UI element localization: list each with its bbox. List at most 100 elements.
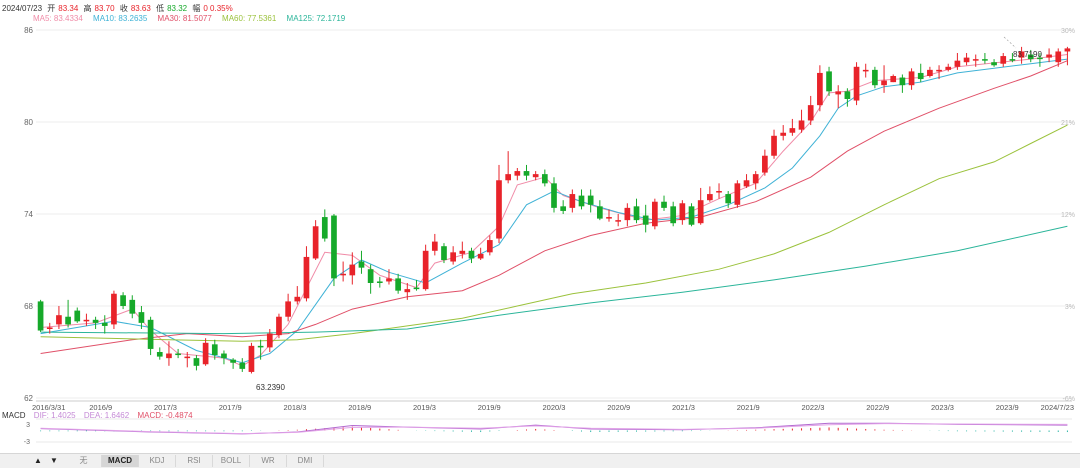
candle-body <box>541 174 548 184</box>
candle <box>331 214 337 287</box>
candle-body <box>46 327 53 329</box>
candle-body <box>954 60 961 67</box>
candle <box>661 195 667 211</box>
candle <box>954 53 961 70</box>
candle <box>890 74 897 83</box>
candle <box>386 269 392 285</box>
candle <box>826 66 832 96</box>
candle-body <box>963 57 970 63</box>
candle-body <box>1018 51 1025 58</box>
candle-body <box>652 201 658 227</box>
candle-body <box>230 359 236 363</box>
candle <box>404 283 411 300</box>
candle-body <box>927 69 933 76</box>
candle-body <box>257 345 264 348</box>
candle <box>541 169 548 187</box>
x-tick-label: 2019/3 <box>413 403 436 412</box>
candle-body <box>945 66 952 70</box>
candle <box>321 209 328 242</box>
candle-body <box>166 353 172 359</box>
candle <box>1055 48 1062 67</box>
candle <box>972 54 979 67</box>
candle-body <box>596 206 603 219</box>
candle <box>111 290 117 329</box>
scroll-down-button[interactable]: ▼ <box>50 456 58 465</box>
candle-body <box>321 217 328 239</box>
candle <box>707 186 713 202</box>
candle <box>771 129 777 159</box>
chart-grid <box>36 29 1072 402</box>
right-tick-label: 3% <box>1065 304 1075 311</box>
price-chart[interactable]: 86 80 74 68 62 30% 21% 12% 3% -6% 83.7190 63.2390… <box>0 0 1080 453</box>
candle <box>670 201 677 227</box>
tab-none[interactable]: 无 <box>66 455 102 467</box>
candle-body <box>340 273 346 276</box>
candle-body <box>193 358 200 366</box>
candle <box>230 358 236 369</box>
change-value: 0 0.35% <box>203 4 233 13</box>
ma125-legend: MA125: 72.1719 <box>286 14 346 23</box>
candle <box>37 299 44 333</box>
candle-body <box>395 278 401 291</box>
tab-kdj[interactable]: KDJ <box>139 455 176 467</box>
candle-body <box>917 72 924 80</box>
candle-body <box>523 171 530 176</box>
candle-body <box>569 194 576 208</box>
candle <box>633 198 640 224</box>
y-axis-labels: 86 80 74 68 62 <box>24 26 33 403</box>
candle <box>175 348 181 359</box>
candle <box>743 174 750 188</box>
candle <box>496 164 502 244</box>
candle <box>459 241 466 259</box>
candle-body <box>642 215 649 225</box>
candle-body <box>266 333 273 348</box>
candle <box>120 292 126 310</box>
right-tick-label: 21% <box>1061 120 1075 127</box>
candle <box>881 65 887 93</box>
candle-body <box>624 207 631 221</box>
candle <box>312 220 319 260</box>
right-axis-labels: 30% 21% 12% 3% -6% <box>1061 28 1075 403</box>
candle-body <box>587 195 594 205</box>
candle-body <box>606 217 612 219</box>
candle <box>276 313 282 339</box>
candle <box>92 316 99 329</box>
candle <box>395 273 401 294</box>
candle-body <box>74 310 81 322</box>
candle-body <box>496 180 502 239</box>
moving-average-lines <box>40 54 1068 367</box>
candle <box>532 171 539 181</box>
candle <box>551 177 557 213</box>
ma30-legend: MA30: 81.5077 <box>157 14 212 23</box>
macd-y-tick: -3 <box>24 439 30 446</box>
x-tick-label: 2023/9 <box>996 403 1019 412</box>
candle-body <box>459 250 466 254</box>
candle-body <box>789 128 796 133</box>
ma60-legend: MA60: 77.5361 <box>222 14 277 23</box>
candle <box>441 243 447 264</box>
x-tick-label: 2018/9 <box>348 403 371 412</box>
candle <box>560 200 567 214</box>
tab-wr[interactable]: WR <box>250 455 287 467</box>
candle <box>606 209 612 222</box>
tab-rsi[interactable]: RSI <box>176 455 213 467</box>
candle <box>762 149 768 176</box>
candle-body <box>367 269 374 283</box>
candle <box>56 306 62 329</box>
ohlc-header: 2024/07/23 开 83.34 高 83.70 收 83.63 低 83.32 幅… <box>2 3 236 14</box>
candle <box>844 88 851 107</box>
open-label: 开 <box>47 4 56 13</box>
candle-body <box>835 91 842 95</box>
tab-dmi[interactable]: DMI <box>287 455 324 467</box>
candle-body <box>551 183 557 208</box>
tab-macd[interactable]: MACD <box>102 455 139 467</box>
candle-body <box>422 250 429 290</box>
scroll-up-button[interactable]: ▲ <box>34 456 42 465</box>
candle <box>523 164 530 181</box>
candle-body <box>138 312 145 323</box>
tab-boll[interactable]: BOLL <box>213 455 250 467</box>
candle <box>679 200 686 225</box>
candle <box>376 276 383 288</box>
candle-body <box>615 220 622 222</box>
candle <box>807 95 814 126</box>
